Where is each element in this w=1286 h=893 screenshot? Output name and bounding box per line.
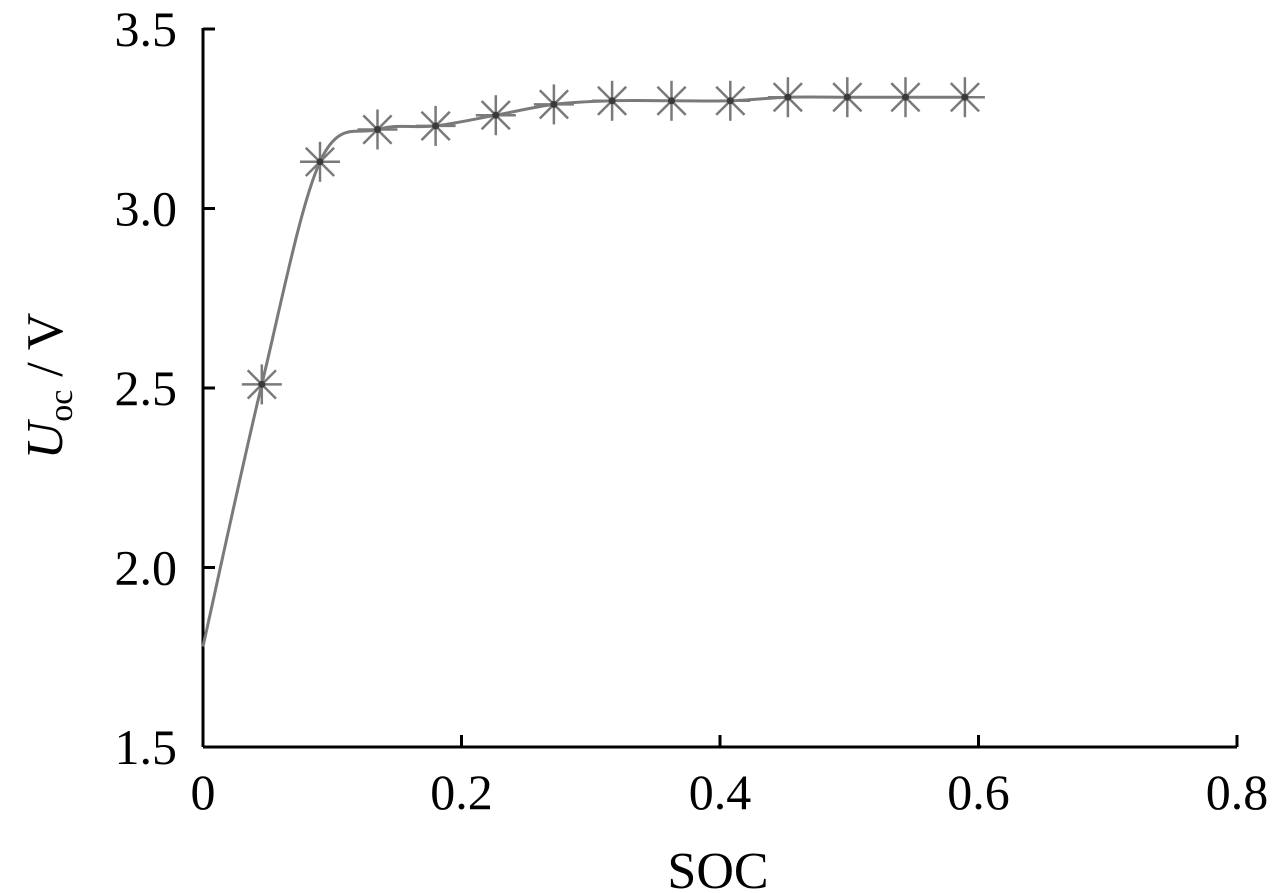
y-axis-title-main: U	[17, 418, 74, 459]
data-point-marker	[885, 77, 926, 118]
series-line-group	[201, 95, 965, 647]
data-point-marker	[533, 84, 574, 125]
y-axis-title-subscript: oc	[43, 390, 80, 422]
series-markers	[241, 77, 985, 405]
data-point-marker	[241, 364, 282, 405]
axes	[201, 27, 1239, 749]
y-tick-label: 3.0	[115, 181, 178, 237]
y-tick-label: 2.0	[115, 540, 178, 596]
y-axis-title: Uoc / V	[17, 313, 80, 460]
tick-labels: 1.5 2.0 2.5 3.0 3.5 0 0.2 0.4 0.6 0.8	[115, 1, 1269, 820]
data-point-marker	[592, 80, 633, 121]
x-tick-label: 0.2	[430, 764, 493, 820]
data-point-marker	[357, 109, 398, 150]
data-point-marker	[475, 95, 516, 136]
data-point-marker	[944, 77, 985, 118]
x-tick-label: 0	[191, 764, 216, 820]
series-line	[201, 95, 965, 647]
data-point-marker	[827, 77, 868, 118]
data-point-marker	[415, 105, 456, 146]
y-axis-title-unit: V	[17, 313, 74, 351]
x-axis-title: SOC	[667, 843, 768, 893]
data-point-marker	[767, 77, 808, 118]
y-tick-label: 1.5	[115, 719, 178, 775]
data-point-marker	[300, 141, 340, 182]
y-tick-label: 2.5	[115, 360, 178, 416]
y-axis-title-separator: /	[17, 350, 74, 390]
x-tick-label: 0.6	[947, 764, 1010, 820]
x-tick-label: 0.4	[689, 764, 752, 820]
y-tick-label: 3.5	[115, 1, 178, 57]
data-point-marker	[651, 80, 692, 121]
data-point-marker	[710, 80, 751, 121]
x-tick-label: 0.8	[1206, 764, 1269, 820]
